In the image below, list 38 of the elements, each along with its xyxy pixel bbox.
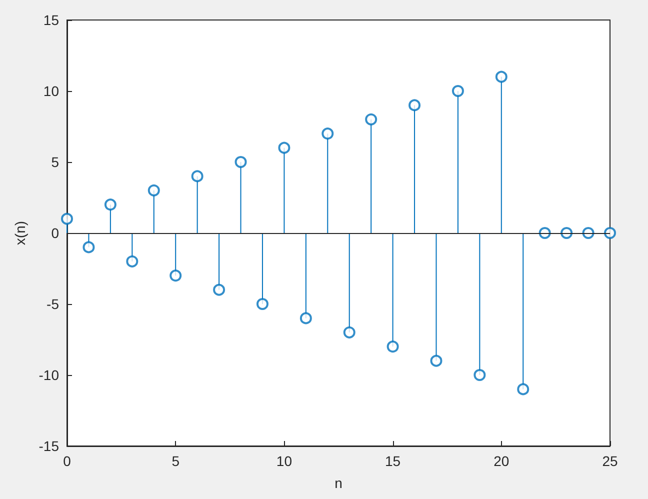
x-tick-label: 25 bbox=[602, 453, 618, 469]
y-tick-label: 0 bbox=[51, 225, 60, 241]
point bbox=[474, 369, 486, 381]
point bbox=[452, 85, 464, 97]
point bbox=[61, 212, 73, 225]
y-tick-label: 15 bbox=[43, 12, 60, 28]
point bbox=[365, 113, 378, 126]
point bbox=[430, 354, 442, 367]
point bbox=[170, 270, 182, 282]
point bbox=[322, 128, 334, 140]
point bbox=[126, 255, 138, 268]
point bbox=[213, 284, 226, 296]
point bbox=[148, 184, 160, 196]
y-axis-title: x(n) bbox=[12, 220, 28, 246]
x-tick-label: 5 bbox=[172, 453, 180, 469]
point bbox=[191, 170, 204, 182]
point bbox=[517, 383, 530, 396]
x-tick-label: 0 bbox=[63, 453, 72, 469]
y-tick-label: -5 bbox=[46, 296, 60, 312]
point bbox=[343, 326, 356, 338]
point bbox=[234, 156, 247, 168]
point bbox=[386, 340, 399, 353]
x-axis-title: n bbox=[334, 475, 342, 491]
point bbox=[82, 241, 95, 254]
point bbox=[495, 70, 508, 83]
point bbox=[604, 227, 616, 239]
x-tick-label: 10 bbox=[276, 453, 292, 469]
point bbox=[300, 312, 312, 324]
point bbox=[278, 142, 290, 154]
y-tick-label: -10 bbox=[38, 367, 60, 383]
y-tick-label: -15 bbox=[38, 438, 60, 454]
point bbox=[408, 99, 421, 112]
x-tick-label: 15 bbox=[385, 453, 401, 469]
y-tick-label: 5 bbox=[51, 154, 60, 170]
y-tick-label: 10 bbox=[43, 83, 60, 99]
point bbox=[256, 298, 268, 310]
point bbox=[104, 198, 116, 211]
x-tick-label: 20 bbox=[494, 453, 510, 469]
